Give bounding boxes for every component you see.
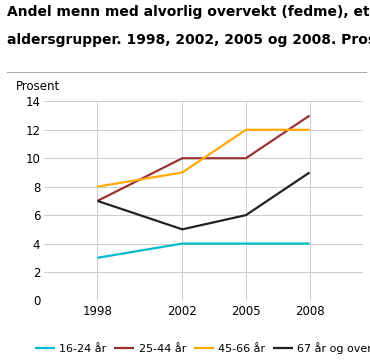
45-66 år: [95, 185, 100, 189]
45-66 år: [307, 128, 312, 132]
16-24 år: [244, 241, 248, 246]
67 år og over: [307, 170, 312, 174]
16-24 år: [95, 256, 100, 260]
25-44 år: [95, 199, 100, 203]
Legend: 16-24 år, 25-44 år, 45-66 år, 67 år og over: 16-24 år, 25-44 år, 45-66 år, 67 år og o…: [35, 342, 370, 354]
45-66 år: [180, 170, 185, 174]
25-44 år: [244, 156, 248, 160]
Line: 25-44 år: 25-44 år: [97, 115, 310, 201]
16-24 år: [180, 241, 185, 246]
Line: 45-66 år: 45-66 år: [97, 130, 310, 187]
Text: Prosent: Prosent: [16, 80, 60, 93]
67 år og over: [244, 213, 248, 217]
Line: 67 år og over: 67 år og over: [97, 172, 310, 230]
Line: 16-24 år: 16-24 år: [97, 244, 310, 258]
25-44 år: [180, 156, 185, 160]
16-24 år: [307, 241, 312, 246]
Text: Andel menn med alvorlig overvekt (fedme), etter: Andel menn med alvorlig overvekt (fedme)…: [7, 5, 370, 20]
45-66 år: [244, 128, 248, 132]
Text: aldersgrupper. 1998, 2002, 2005 og 2008. Prosent: aldersgrupper. 1998, 2002, 2005 og 2008.…: [7, 33, 370, 47]
25-44 år: [307, 113, 312, 118]
67 år og over: [180, 227, 185, 232]
67 år og over: [95, 199, 100, 203]
